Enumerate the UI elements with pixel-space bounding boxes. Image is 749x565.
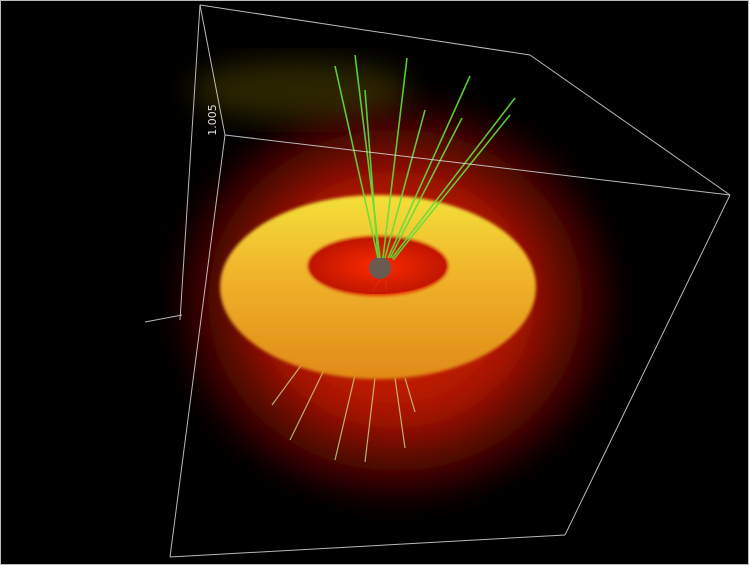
yellow-haze bbox=[190, 60, 410, 120]
render-view: 1.005 bbox=[0, 0, 749, 565]
central-sphere bbox=[369, 257, 391, 279]
page: {"scene": {"axis_label": "1.005"}} bbox=[0, 0, 749, 565]
axis-label: 1.005 bbox=[206, 104, 219, 136]
